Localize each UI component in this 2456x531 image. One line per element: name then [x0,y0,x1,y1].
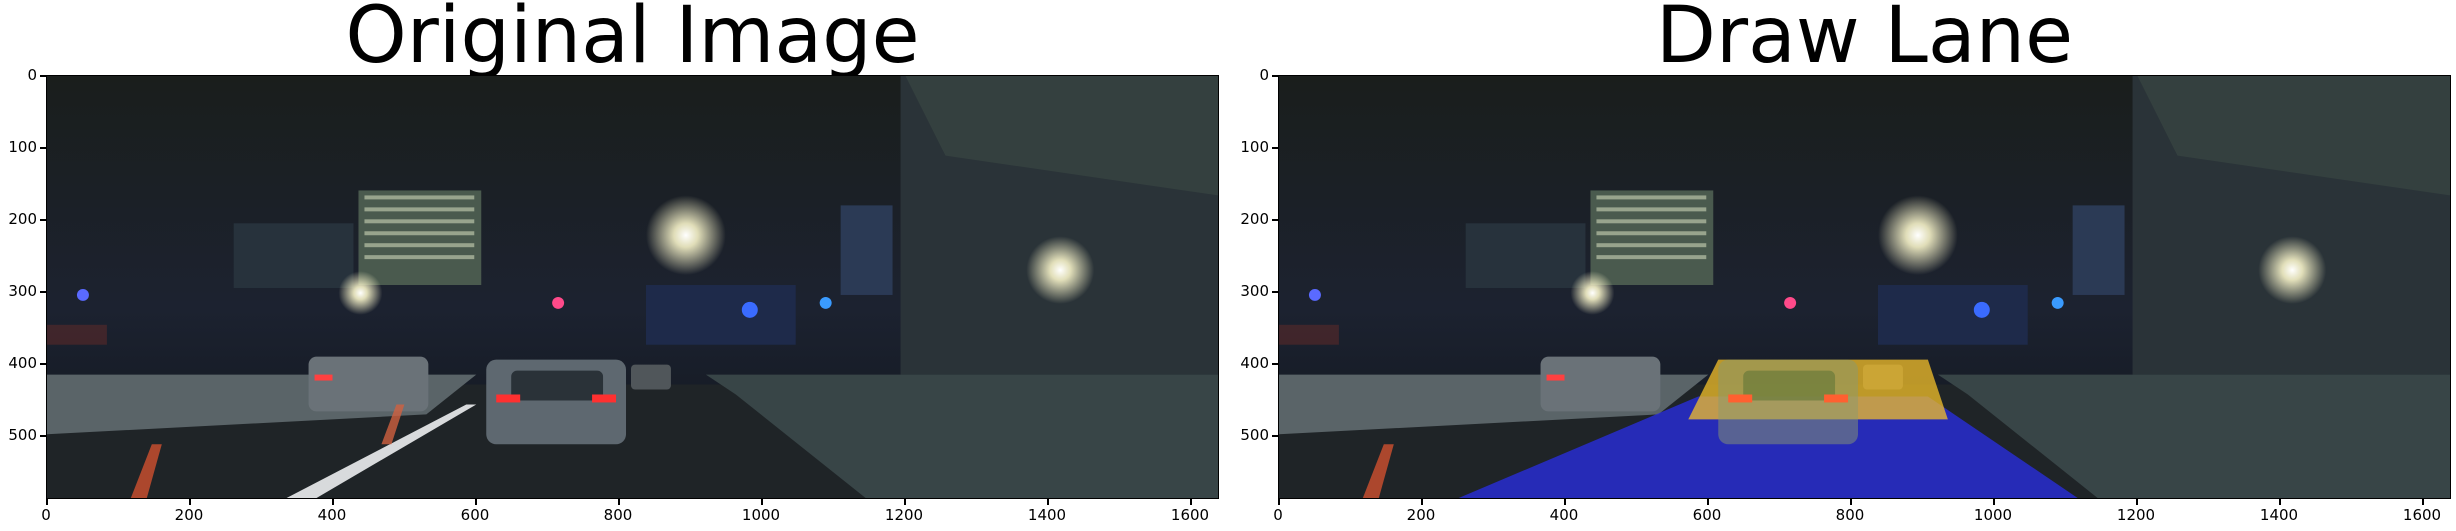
ytick-label: 200 [8,210,37,228]
ytick-label: 100 [1240,138,1269,156]
xtick-label: 1200 [2116,506,2156,524]
xtick-label: 1400 [1027,506,1067,524]
ytick-label: 400 [1240,354,1269,372]
ytick-label: 0 [27,66,37,84]
ytick-label: 300 [8,282,37,300]
xtick-label: 1200 [884,506,924,524]
ytick-label: 0 [1259,66,1269,84]
xtick-label: 1600 [2402,506,2442,524]
xtick-label: 1400 [2259,506,2299,524]
original-image [47,76,1218,498]
xtick-label: 0 [1273,506,1283,524]
xtick-label: 1600 [1170,506,1210,524]
ytick-label: 100 [8,138,37,156]
lane-overlay-image [1279,76,2450,498]
xtick-label: 200 [174,506,204,524]
ytick-label: 200 [1240,210,1269,228]
draw-lane-axes [1278,75,2451,499]
panel-title-draw-lane: Draw Lane [1655,0,2074,81]
xtick-label: 200 [1406,506,1436,524]
ytick-label: 400 [8,354,37,372]
xtick-label: 600 [1692,506,1722,524]
xtick-label: 0 [41,506,51,524]
xtick-label: 600 [460,506,490,524]
xtick-label: 400 [317,506,347,524]
xtick-label: 800 [603,506,633,524]
xtick-label: 400 [1549,506,1579,524]
xtick-label: 800 [1835,506,1865,524]
panel-title-original: Original Image [345,0,920,81]
lane-region [1458,396,2078,498]
xtick-label: 1000 [1973,506,2013,524]
ytick-label: 500 [8,426,37,444]
ytick-label: 300 [1240,282,1269,300]
xtick-label: 1000 [741,506,781,524]
original-image-axes [46,75,1219,499]
ytick-label: 500 [1240,426,1269,444]
